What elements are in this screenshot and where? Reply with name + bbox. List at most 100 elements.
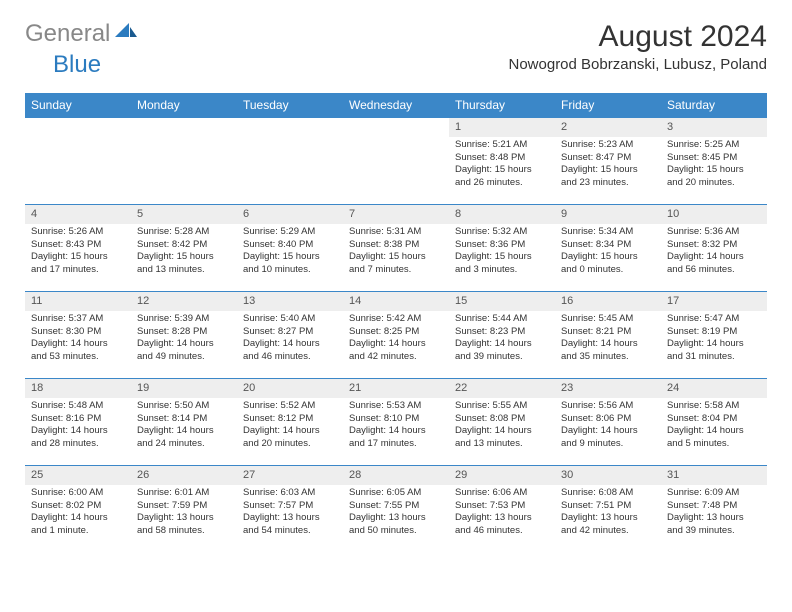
day-number: 3 <box>661 117 767 137</box>
weekday-header: Monday <box>131 93 237 117</box>
day-number: 10 <box>661 204 767 224</box>
calendar-row: 1Sunrise: 5:21 AMSunset: 8:48 PMDaylight… <box>25 117 767 204</box>
calendar-row: 25Sunrise: 6:00 AMSunset: 8:02 PMDayligh… <box>25 465 767 552</box>
calendar-row: 11Sunrise: 5:37 AMSunset: 8:30 PMDayligh… <box>25 291 767 378</box>
day-number: 20 <box>237 378 343 398</box>
day-number: 21 <box>343 378 449 398</box>
day-number: 27 <box>237 465 343 485</box>
day-details: Sunrise: 5:37 AMSunset: 8:30 PMDaylight:… <box>25 311 131 368</box>
day-number: 13 <box>237 291 343 311</box>
calendar-day: 11Sunrise: 5:37 AMSunset: 8:30 PMDayligh… <box>25 291 131 378</box>
day-details: Sunrise: 6:06 AMSunset: 7:53 PMDaylight:… <box>449 485 555 542</box>
calendar-day: 10Sunrise: 5:36 AMSunset: 8:32 PMDayligh… <box>661 204 767 291</box>
weekday-header: Tuesday <box>237 93 343 117</box>
calendar-empty <box>131 117 237 204</box>
day-details: Sunrise: 5:44 AMSunset: 8:23 PMDaylight:… <box>449 311 555 368</box>
calendar-day: 7Sunrise: 5:31 AMSunset: 8:38 PMDaylight… <box>343 204 449 291</box>
calendar-day: 24Sunrise: 5:58 AMSunset: 8:04 PMDayligh… <box>661 378 767 465</box>
day-number: 22 <box>449 378 555 398</box>
calendar-table: SundayMondayTuesdayWednesdayThursdayFrid… <box>25 93 767 552</box>
calendar-row: 18Sunrise: 5:48 AMSunset: 8:16 PMDayligh… <box>25 378 767 465</box>
day-details: Sunrise: 5:55 AMSunset: 8:08 PMDaylight:… <box>449 398 555 455</box>
day-number: 24 <box>661 378 767 398</box>
calendar-empty <box>25 117 131 204</box>
calendar-day: 8Sunrise: 5:32 AMSunset: 8:36 PMDaylight… <box>449 204 555 291</box>
day-number: 18 <box>25 378 131 398</box>
calendar-head: SundayMondayTuesdayWednesdayThursdayFrid… <box>25 93 767 117</box>
title-block: August 2024 Nowogrod Bobrzanski, Lubusz,… <box>509 20 768 73</box>
calendar-day: 16Sunrise: 5:45 AMSunset: 8:21 PMDayligh… <box>555 291 661 378</box>
calendar-body: 1Sunrise: 5:21 AMSunset: 8:48 PMDaylight… <box>25 117 767 552</box>
calendar-day: 18Sunrise: 5:48 AMSunset: 8:16 PMDayligh… <box>25 378 131 465</box>
calendar-day: 26Sunrise: 6:01 AMSunset: 7:59 PMDayligh… <box>131 465 237 552</box>
calendar-day: 1Sunrise: 5:21 AMSunset: 8:48 PMDaylight… <box>449 117 555 204</box>
day-details: Sunrise: 5:52 AMSunset: 8:12 PMDaylight:… <box>237 398 343 455</box>
logo-text-gray: General <box>25 20 110 48</box>
logo: General <box>25 20 139 48</box>
calendar-day: 9Sunrise: 5:34 AMSunset: 8:34 PMDaylight… <box>555 204 661 291</box>
day-number: 1 <box>449 117 555 137</box>
weekday-header: Thursday <box>449 93 555 117</box>
calendar-day: 4Sunrise: 5:26 AMSunset: 8:43 PMDaylight… <box>25 204 131 291</box>
day-details: Sunrise: 5:31 AMSunset: 8:38 PMDaylight:… <box>343 224 449 281</box>
calendar-day: 22Sunrise: 5:55 AMSunset: 8:08 PMDayligh… <box>449 378 555 465</box>
day-details: Sunrise: 5:39 AMSunset: 8:28 PMDaylight:… <box>131 311 237 368</box>
calendar-day: 14Sunrise: 5:42 AMSunset: 8:25 PMDayligh… <box>343 291 449 378</box>
calendar-day: 15Sunrise: 5:44 AMSunset: 8:23 PMDayligh… <box>449 291 555 378</box>
calendar-day: 30Sunrise: 6:08 AMSunset: 7:51 PMDayligh… <box>555 465 661 552</box>
calendar-empty <box>343 117 449 204</box>
day-number: 9 <box>555 204 661 224</box>
calendar-day: 28Sunrise: 6:05 AMSunset: 7:55 PMDayligh… <box>343 465 449 552</box>
weekday-header: Friday <box>555 93 661 117</box>
day-details: Sunrise: 5:45 AMSunset: 8:21 PMDaylight:… <box>555 311 661 368</box>
calendar-row: 4Sunrise: 5:26 AMSunset: 8:43 PMDaylight… <box>25 204 767 291</box>
day-number: 14 <box>343 291 449 311</box>
calendar-day: 17Sunrise: 5:47 AMSunset: 8:19 PMDayligh… <box>661 291 767 378</box>
calendar-day: 31Sunrise: 6:09 AMSunset: 7:48 PMDayligh… <box>661 465 767 552</box>
day-number: 8 <box>449 204 555 224</box>
calendar-day: 27Sunrise: 6:03 AMSunset: 7:57 PMDayligh… <box>237 465 343 552</box>
day-details: Sunrise: 6:03 AMSunset: 7:57 PMDaylight:… <box>237 485 343 542</box>
calendar-day: 3Sunrise: 5:25 AMSunset: 8:45 PMDaylight… <box>661 117 767 204</box>
calendar-empty <box>237 117 343 204</box>
location-text: Nowogrod Bobrzanski, Lubusz, Poland <box>509 56 768 73</box>
day-details: Sunrise: 5:56 AMSunset: 8:06 PMDaylight:… <box>555 398 661 455</box>
weekday-row: SundayMondayTuesdayWednesdayThursdayFrid… <box>25 93 767 117</box>
day-details: Sunrise: 5:48 AMSunset: 8:16 PMDaylight:… <box>25 398 131 455</box>
calendar-day: 6Sunrise: 5:29 AMSunset: 8:40 PMDaylight… <box>237 204 343 291</box>
day-details: Sunrise: 5:28 AMSunset: 8:42 PMDaylight:… <box>131 224 237 281</box>
day-number: 11 <box>25 291 131 311</box>
calendar-day: 2Sunrise: 5:23 AMSunset: 8:47 PMDaylight… <box>555 117 661 204</box>
day-details: Sunrise: 5:47 AMSunset: 8:19 PMDaylight:… <box>661 311 767 368</box>
day-details: Sunrise: 5:36 AMSunset: 8:32 PMDaylight:… <box>661 224 767 281</box>
day-number: 29 <box>449 465 555 485</box>
day-details: Sunrise: 5:26 AMSunset: 8:43 PMDaylight:… <box>25 224 131 281</box>
day-number: 28 <box>343 465 449 485</box>
day-number: 2 <box>555 117 661 137</box>
calendar-day: 21Sunrise: 5:53 AMSunset: 8:10 PMDayligh… <box>343 378 449 465</box>
weekday-header: Saturday <box>661 93 767 117</box>
day-number: 16 <box>555 291 661 311</box>
day-details: Sunrise: 6:05 AMSunset: 7:55 PMDaylight:… <box>343 485 449 542</box>
calendar-day: 20Sunrise: 5:52 AMSunset: 8:12 PMDayligh… <box>237 378 343 465</box>
calendar-day: 23Sunrise: 5:56 AMSunset: 8:06 PMDayligh… <box>555 378 661 465</box>
calendar-day: 12Sunrise: 5:39 AMSunset: 8:28 PMDayligh… <box>131 291 237 378</box>
day-details: Sunrise: 5:29 AMSunset: 8:40 PMDaylight:… <box>237 224 343 281</box>
month-title: August 2024 <box>509 20 768 54</box>
day-details: Sunrise: 5:34 AMSunset: 8:34 PMDaylight:… <box>555 224 661 281</box>
weekday-header: Wednesday <box>343 93 449 117</box>
calendar-day: 25Sunrise: 6:00 AMSunset: 8:02 PMDayligh… <box>25 465 131 552</box>
day-number: 23 <box>555 378 661 398</box>
logo-triangle-icon <box>115 23 137 46</box>
day-number: 26 <box>131 465 237 485</box>
day-number: 7 <box>343 204 449 224</box>
day-number: 4 <box>25 204 131 224</box>
logo-text-blue: Blue <box>53 51 101 79</box>
day-number: 17 <box>661 291 767 311</box>
day-details: Sunrise: 6:09 AMSunset: 7:48 PMDaylight:… <box>661 485 767 542</box>
day-details: Sunrise: 6:00 AMSunset: 8:02 PMDaylight:… <box>25 485 131 542</box>
day-number: 6 <box>237 204 343 224</box>
weekday-header: Sunday <box>25 93 131 117</box>
day-details: Sunrise: 5:58 AMSunset: 8:04 PMDaylight:… <box>661 398 767 455</box>
day-number: 30 <box>555 465 661 485</box>
